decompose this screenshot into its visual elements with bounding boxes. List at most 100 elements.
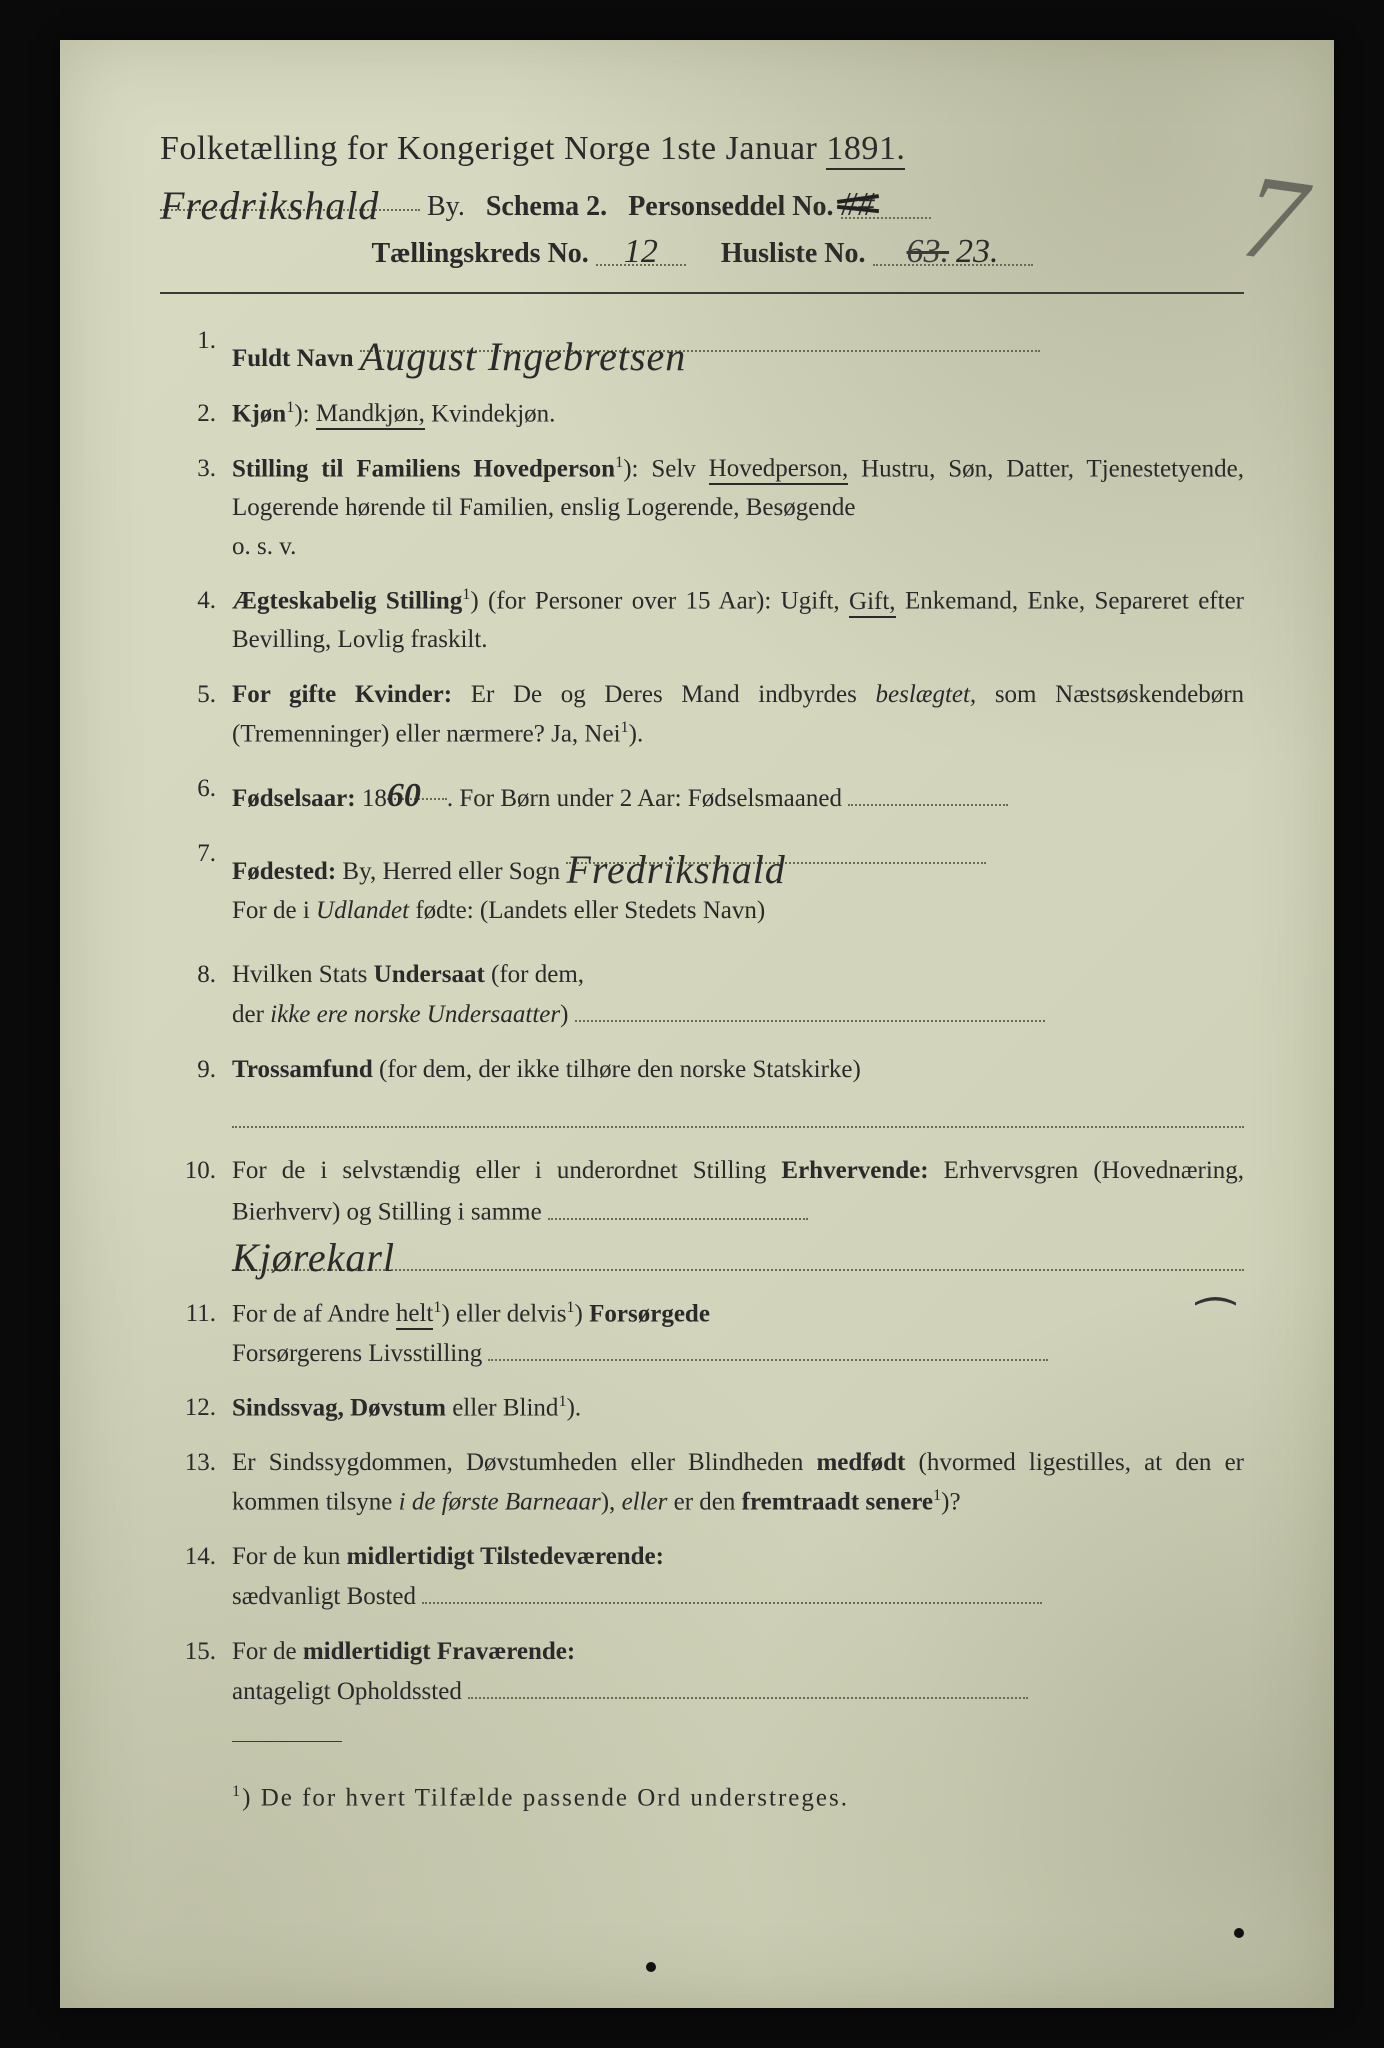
q5-em: beslægtet,: [876, 681, 977, 708]
q6-label: Fødselsaar:: [232, 785, 356, 812]
by-label: By.: [427, 191, 465, 222]
q15: 15. For de midlertidigt Fraværende: anta…: [160, 1633, 1244, 1712]
title-text: Folketælling for Kongeriget Norge 1ste J…: [160, 130, 817, 167]
q4-num: 4.: [160, 582, 216, 621]
q11-label: Forsørgede: [589, 1300, 710, 1327]
form-header: Folketælling for Kongeriget Norge 1ste J…: [160, 130, 1244, 270]
footnote: 1) De for hvert Tilfælde passende Ord un…: [160, 1782, 1244, 1812]
q8: 8. Hvilken Stats Undersaat (for dem, der…: [160, 956, 1244, 1035]
q6-year-value: 60: [387, 777, 421, 814]
q12-sup: 1: [558, 1392, 566, 1410]
q7-text-a: By, Herred eller Sogn: [342, 858, 560, 885]
curl-mark-icon: ⁀: [1197, 1289, 1234, 1360]
q9-text: (for dem, der ikke tilhøre den norske St…: [379, 1056, 861, 1083]
q6-year-prefix: 18: [362, 785, 387, 812]
by-value: Fredrikshald: [160, 183, 379, 228]
q4-label: Ægteskabelig Stilling: [232, 588, 462, 615]
q14: 14. For de kun midlertidigt Tilstedevære…: [160, 1538, 1244, 1617]
q2: 2. Kjøn1): Mandkjøn, Kvindekjøn.: [160, 395, 1244, 434]
q8-text-d: ): [560, 1001, 568, 1028]
q7-value: Fredrikshald: [566, 847, 785, 892]
q14-num: 14.: [160, 1538, 216, 1577]
q15-label: midlertidigt Fraværende:: [303, 1638, 575, 1665]
q9-num: 9.: [160, 1051, 216, 1090]
q7-em: Udlandet: [316, 897, 409, 924]
q10-num: 10.: [160, 1152, 216, 1191]
q13-text-e: )?: [941, 1489, 960, 1516]
q11-sup2: 1: [566, 1298, 574, 1316]
q2-num: 2.: [160, 395, 216, 434]
q11-num: 11.: [160, 1295, 216, 1334]
q3-num: 3.: [160, 450, 216, 489]
header-line-2: Fredrikshald By. Schema 2. Personseddel …: [160, 178, 1244, 223]
document-paper: 7 Folketælling for Kongeriget Norge 1ste…: [60, 40, 1334, 2008]
husliste-label: Husliste No.: [721, 238, 866, 269]
q10: 10. For de i selvstændig eller i underor…: [160, 1152, 1244, 1271]
q3: 3. Stilling til Familiens Hovedperson1):…: [160, 450, 1244, 567]
q8-num: 8.: [160, 956, 216, 995]
q12-text: eller Blind: [452, 1395, 558, 1422]
q9-label: Trossamfund: [232, 1056, 373, 1083]
q11-text-b: ) eller delvis: [441, 1300, 566, 1327]
q11-text-d: Forsørgerens Livsstilling: [232, 1340, 482, 1367]
q9: 9. Trossamfund (for dem, der ikke tilhør…: [160, 1051, 1244, 1128]
husliste-value: 23.: [956, 233, 999, 270]
q8-text-a: Hvilken Stats: [232, 961, 374, 988]
q4-gift: Gift,: [849, 588, 896, 618]
q14-label: midlertidigt Tilstedeværende:: [347, 1543, 664, 1570]
header-line-3: Tællingskreds No. 12 Husliste No. 63. 23…: [160, 233, 1244, 270]
footnote-text: ) De for hvert Tilfælde passende Ord und…: [242, 1785, 849, 1812]
q13-b1: medfødt: [816, 1449, 905, 1476]
q11-text-c: ): [575, 1300, 590, 1327]
q15-text-b: antageligt Opholdssted: [232, 1678, 462, 1705]
q11: 11. For de af Andre helt1) eller delvis1…: [160, 1295, 1244, 1374]
q3-hovedperson: Hovedperson,: [709, 455, 849, 485]
q5-label: For gifte Kvinder:: [232, 681, 452, 708]
q15-text-a: For de: [232, 1638, 303, 1665]
q5-text-a: Er De og Deres Mand indbyrdes: [471, 681, 876, 708]
divider-rule: [160, 292, 1244, 294]
q10-label: Erhvervende:: [781, 1157, 928, 1184]
q8-text-b: (for dem,: [491, 961, 584, 988]
q7-text-c: fødte: (Landets eller Stedets Navn): [415, 897, 765, 924]
q7: 7. Fødested: By, Herred eller Sogn Fredr…: [160, 835, 1244, 931]
q6: 6. Fødselsaar: 1860 . For Børn under 2 Aa…: [160, 770, 1244, 819]
q10-text-a: For de i selvstændig eller i underordnet…: [232, 1157, 781, 1184]
title-year: 1891.: [826, 130, 905, 170]
footnote-rule: [232, 1741, 342, 1742]
q1-num: 1.: [160, 322, 216, 361]
q8-em: ikke ere norske Undersaatter: [270, 1001, 560, 1028]
q10-value: Kjørekarl: [232, 1227, 395, 1289]
q13-text-d: er den: [674, 1489, 742, 1516]
q2-kvindekjon: Kvindekjøn.: [431, 400, 555, 427]
q12-text-b: ).: [567, 1395, 582, 1422]
q6-num: 6.: [160, 770, 216, 809]
footnote-sup: 1: [232, 1782, 242, 1800]
q5-num: 5.: [160, 676, 216, 715]
q3-text-c: o. s. v.: [232, 533, 296, 560]
scan-frame: 7 Folketælling for Kongeriget Norge 1ste…: [0, 0, 1384, 2048]
q2-mandkjon: Mandkjøn,: [316, 400, 425, 430]
q7-num: 7.: [160, 835, 216, 874]
q13-b2: fremtraadt senere: [742, 1489, 933, 1516]
form-body: 1. Fuldt Navn August Ingebretsen 2. Kjøn…: [160, 322, 1244, 1711]
q11-text-a: For de af Andre: [232, 1300, 396, 1327]
q1-label: Fuldt Navn: [232, 345, 354, 372]
q2-label-b: ):: [294, 400, 309, 427]
q13-text-a: Er Sindssygdommen, Døvstumheden eller Bl…: [232, 1449, 816, 1476]
title-line: Folketælling for Kongeriget Norge 1ste J…: [160, 130, 1244, 168]
q13-text-c: ),: [601, 1489, 622, 1516]
speck-icon: [1234, 1928, 1244, 1938]
q4: 4. Ægteskabelig Stilling1) (for Personer…: [160, 582, 1244, 660]
q1-value: August Ingebretsen: [360, 334, 686, 379]
q14-text-b: sædvanligt Bosted: [232, 1583, 416, 1610]
q13: 13. Er Sindssygdommen, Døvstumheden elle…: [160, 1444, 1244, 1522]
q12-label: Sindssvag, Døvstum: [232, 1395, 446, 1422]
q2-label-a: Kjøn: [232, 400, 286, 427]
personseddel-scratched: ##: [841, 186, 875, 224]
q8-label: Undersaat: [374, 961, 485, 988]
q6-text-b: . For Børn under 2 Aar: Fødselsmaaned: [447, 785, 842, 812]
personseddel-label: Personseddel No.: [628, 191, 833, 222]
q13-em1: i de første Barneaar: [399, 1489, 601, 1516]
q3-text-a: ): Selv: [623, 455, 708, 482]
